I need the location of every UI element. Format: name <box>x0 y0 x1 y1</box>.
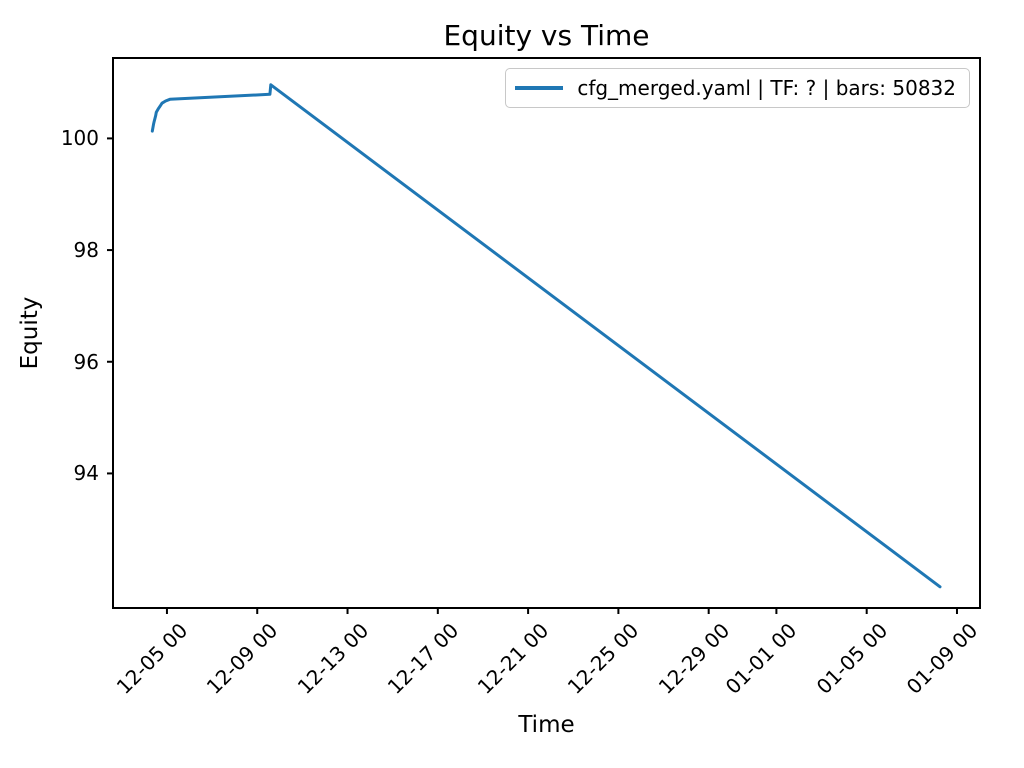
y-tick-label: 98 <box>73 238 99 263</box>
chart-title: Equity vs Time <box>443 19 650 52</box>
axes-frame <box>112 57 981 609</box>
legend-line-swatch-icon <box>515 86 564 90</box>
y-axis-label: Equity <box>17 296 43 370</box>
y-tick-label: 96 <box>73 349 99 374</box>
y-tick-label: 94 <box>73 461 99 486</box>
legend-series-label: cfg_merged.yaml | TF: ? | bars: 50832 <box>577 76 956 100</box>
legend: cfg_merged.yaml | TF: ? | bars: 50832 <box>505 68 970 108</box>
x-axis-label: Time <box>518 712 575 738</box>
equity-line <box>150 83 942 589</box>
y-tick-label: 100 <box>60 126 99 151</box>
